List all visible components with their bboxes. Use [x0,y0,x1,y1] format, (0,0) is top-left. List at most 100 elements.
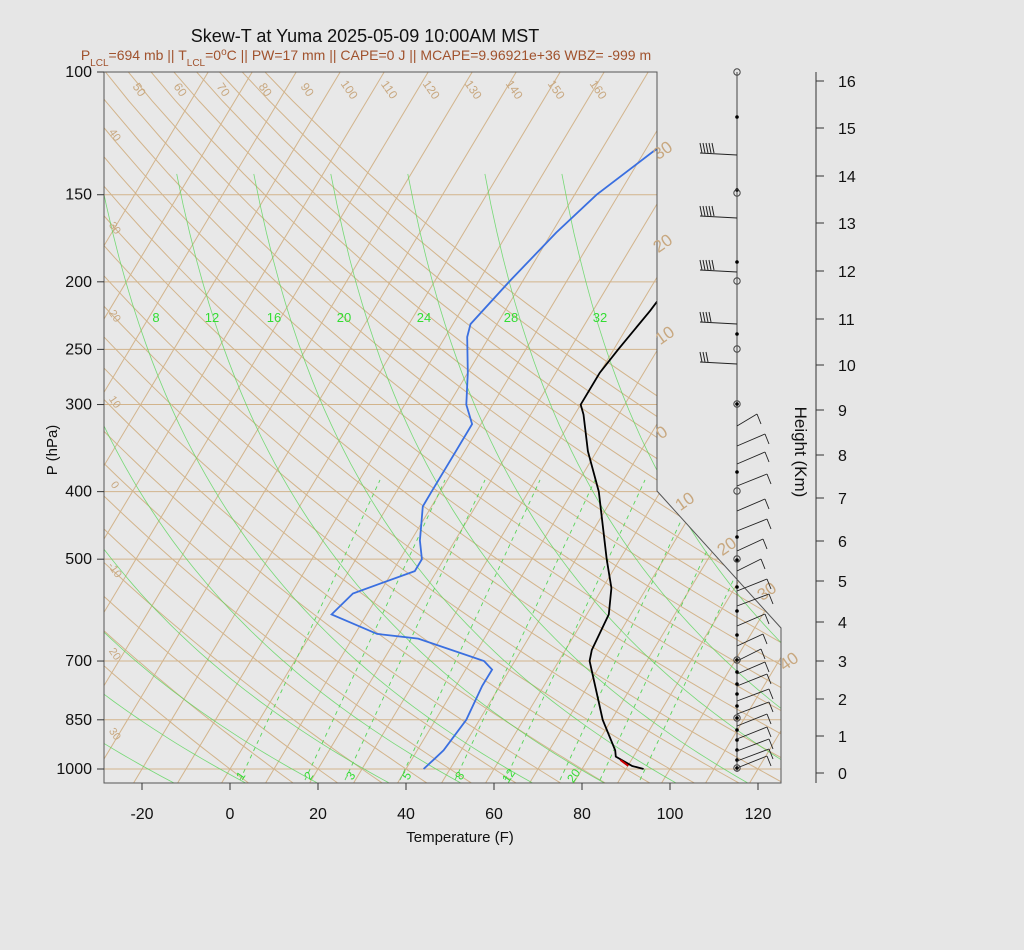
height-tick-label: 4 [838,615,847,632]
isotherm-line [613,72,781,783]
mixing-ratio-line [504,479,646,781]
wind-barb [736,473,768,487]
dry-adiabat [104,72,662,783]
wind-barb-flag [705,142,709,154]
isotherm-label: 30 [754,578,780,604]
dry-adiabat [104,72,781,783]
x-tick-label: 120 [745,806,772,823]
wind-level-circle [733,555,741,563]
wind-barb-flag [762,538,768,550]
moist-adiabat [253,173,688,783]
mixing-ratio-label: 20 [337,310,351,325]
height-tick-label: 11 [838,312,855,329]
height-tick-label: 0 [838,766,847,783]
height-tick-label: 16 [838,74,856,91]
y-axis-label: P (hPa) [44,425,61,476]
wind-barb-flag [702,311,706,323]
isotherm-line [104,72,350,783]
wind-barb-flag [702,351,706,363]
wind-barb-flag [705,311,709,323]
wind-level-dot [735,728,739,732]
dry-adiabat [249,72,781,783]
mixing-ratio-label: 24 [417,310,431,325]
x-tick-label: 60 [485,806,503,823]
dry-adiabat [104,72,781,783]
wind-barb [736,558,762,572]
wind-barb-flag [702,142,706,154]
wind-barb [736,748,770,762]
wind-barb [736,633,764,647]
wind-barb-flag [705,205,709,217]
mixing-ratio-line [454,479,596,781]
wind-barb-flag [766,578,772,590]
dry-adiabat [104,72,781,783]
wind-level-dot [735,470,739,474]
height-tick-label: 14 [838,169,856,186]
dry-adiabat [104,72,303,783]
dry-adiabat [137,72,781,783]
y-tick-label: 200 [65,274,92,291]
wind-barb [736,701,770,715]
y-tick-label: 300 [65,397,92,414]
dry-adiabat [104,72,437,783]
height-tick-label: 2 [838,692,847,709]
wind-level-circle [733,487,741,495]
wind-level-dot [735,260,739,264]
wind-level-dot [735,402,739,406]
wind-barb-flag [711,205,715,217]
isotherm-line [173,72,614,783]
isotherm-label: 10 [106,394,123,411]
height-tick-label: 8 [838,448,847,465]
wind-level-dot [735,692,739,696]
wind-barb-flag [699,351,703,363]
mixing-ratio-line [399,479,541,781]
wind-barb [736,518,768,532]
height-tick-label: 9 [838,403,847,420]
isotherm-line [104,72,218,783]
wind-barb-flag [708,205,712,217]
wind-level-circle [733,714,741,722]
mixing-ratio-label: 16 [267,310,281,325]
dry-adiabat [104,72,781,783]
wind-barb-flag [708,311,712,323]
dry-adiabat [227,72,781,783]
wind-barb [736,726,768,740]
y-tick-label: 400 [65,484,92,501]
wind-barb-flag [764,498,770,510]
wind-barbs [699,68,774,772]
wind-level-circle [733,189,741,197]
wind-barb [736,673,768,687]
wind-barb [736,451,766,465]
y-tick-label: 100 [65,64,92,81]
wind-level-dot [735,670,739,674]
wind-barb-flag [764,661,770,673]
wind-barb [736,738,770,752]
axes: -20 0 20 40 60 80 100 1201001502002503004005007… [56,64,771,823]
wind-level-dot [735,704,739,708]
isotherm-label: 30 [106,220,123,237]
isotherm-line [104,72,306,783]
wind-level-dot [735,535,739,539]
wind-barb-flag [766,518,772,530]
isotherm-line [261,72,702,783]
wind-level-circle [733,277,741,285]
isotherm-line [104,72,262,783]
isotherm-line [104,72,526,783]
wind-barb-flag [764,613,770,625]
dewpoint-trace [330,72,781,770]
wind-barb-flag [760,648,766,660]
dry-adiabat [104,72,781,783]
wind-level-dot [735,115,739,119]
x-tick-label: 40 [397,806,415,823]
dry-adiabat [104,72,751,783]
wind-level-circle [733,656,741,664]
y-tick-label: 150 [65,187,92,204]
wind-level-dot [735,609,739,613]
wind-barb [699,152,738,156]
wind-barb [736,433,766,447]
height-axis-label: Height (Km) [791,407,810,498]
wind-barb [736,498,766,512]
y-tick-label: 500 [65,551,92,568]
wind-barb [736,713,768,727]
isotherm-label: 10 [672,488,698,514]
